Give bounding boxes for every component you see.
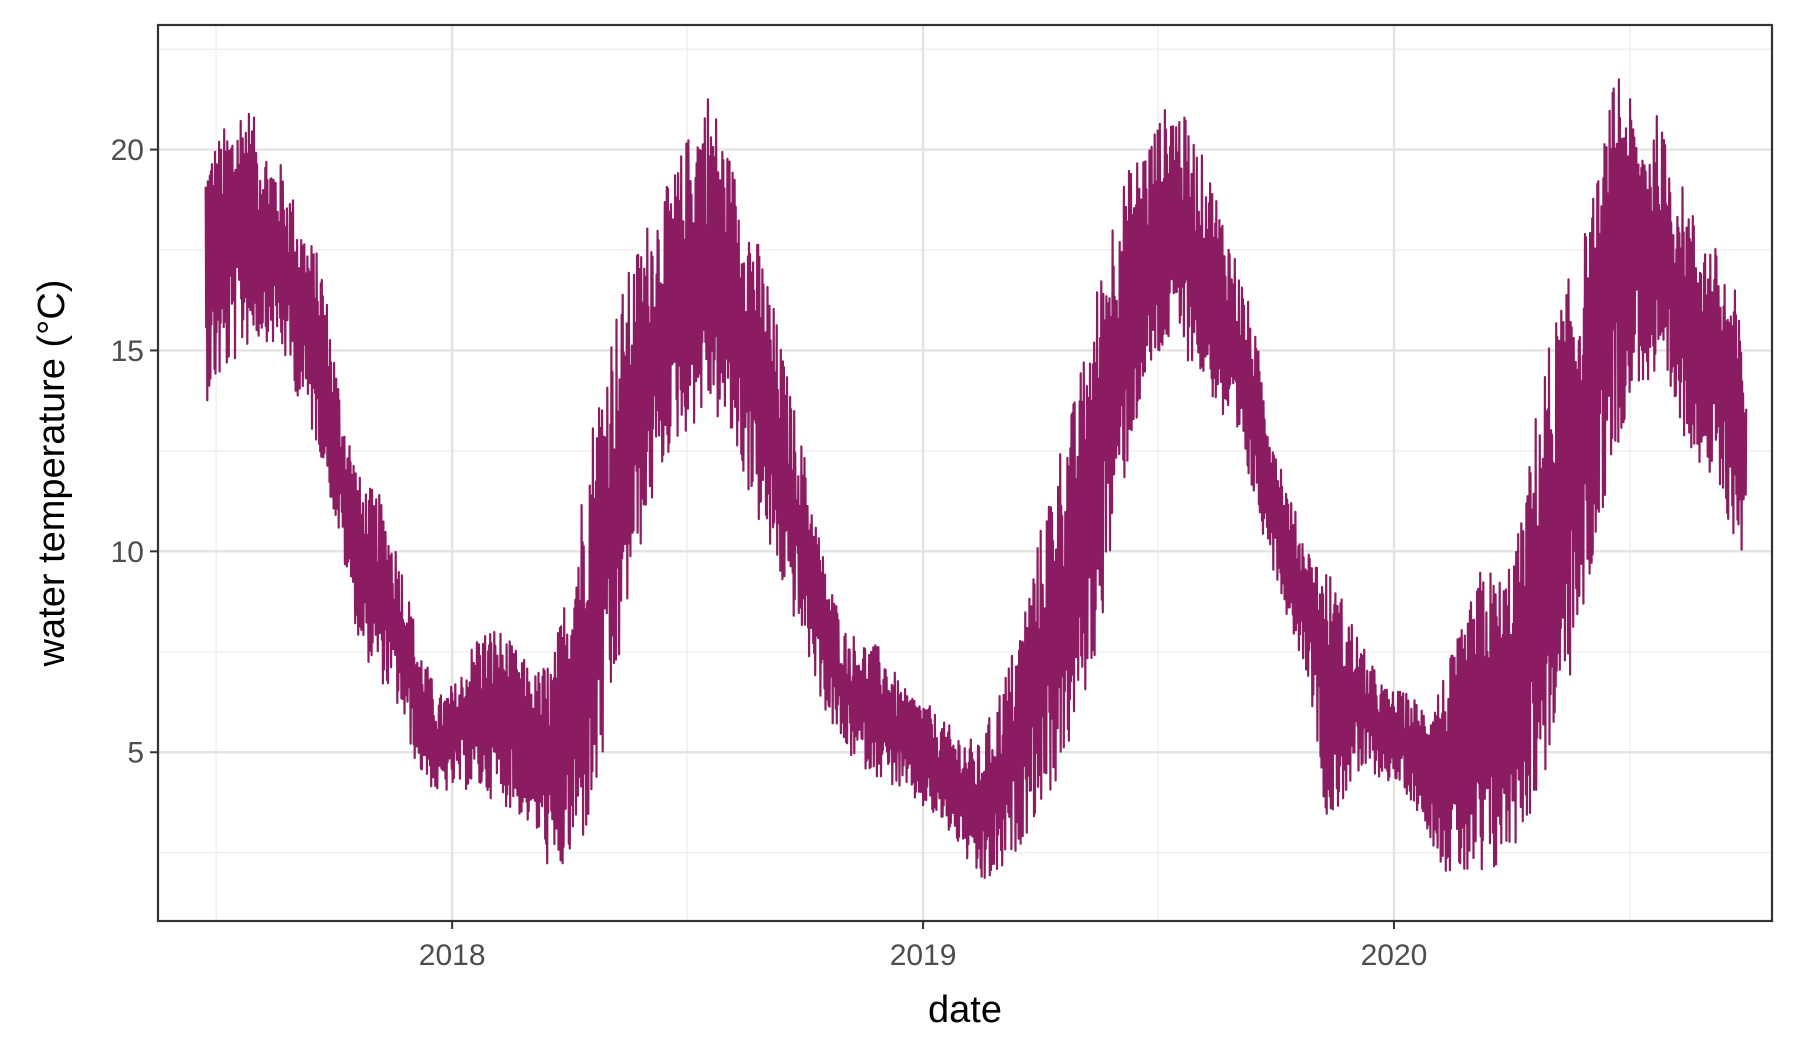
x-tick-label: 2018 <box>419 939 486 972</box>
y-axis-title: water temperature (°C) <box>31 280 73 668</box>
axis-ticks <box>150 148 1395 929</box>
y-tick-label: 10 <box>111 536 144 569</box>
series-layer <box>204 78 1748 879</box>
y-tick-label: 15 <box>111 335 144 368</box>
x-axis-tick-labels: 2018 2019 2020 <box>419 939 1428 972</box>
x-tick-label: 2020 <box>1361 939 1428 972</box>
x-axis-title: date <box>928 989 1002 1031</box>
temperature-series-line <box>204 78 1748 879</box>
y-tick-label: 5 <box>127 737 144 770</box>
y-tick-label: 20 <box>111 134 144 167</box>
y-axis-tick-labels: 5 10 15 20 <box>111 134 144 770</box>
x-tick-label: 2019 <box>890 939 957 972</box>
plot-panel-border <box>156 23 1774 923</box>
